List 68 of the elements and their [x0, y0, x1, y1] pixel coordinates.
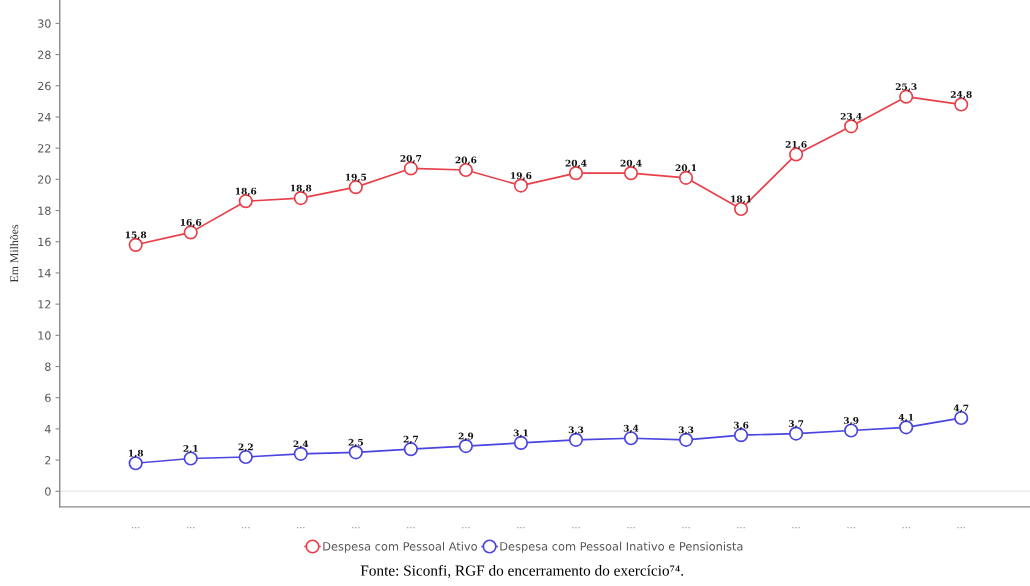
data-label: 16,6: [180, 218, 202, 228]
data-label: 3,1: [513, 429, 528, 438]
x-tick-label: ...: [572, 526, 580, 529]
x-tick-label: ...: [682, 526, 690, 529]
data-label: 2,9: [458, 432, 474, 441]
y-tick-label: 10: [38, 331, 51, 340]
y-tick-label: 16: [38, 237, 51, 247]
data-label: 20,4: [565, 159, 587, 168]
data-label: 1,8: [128, 449, 144, 458]
x-tick-label: ...: [517, 526, 525, 529]
data-label: 18,1: [731, 195, 752, 204]
x-tick-label: ...: [187, 526, 195, 529]
data-label: 3,9: [843, 417, 859, 426]
y-tick-label: 14: [38, 269, 51, 278]
y-tick-label: 4: [44, 425, 51, 434]
data-label: 3,3: [678, 426, 694, 435]
y-tick-label: 24: [38, 112, 51, 122]
y-tick-label: 20: [38, 175, 51, 184]
source-note: Fonte: Siconfi, RGF do encerramento do exercício⁷⁴.: [360, 564, 684, 578]
data-label: 20,4: [620, 159, 642, 168]
data-label: 15,8: [125, 231, 147, 240]
y-tick-label: 2: [45, 456, 51, 465]
y-tick-label: 0: [45, 487, 51, 496]
data-label: 3,3: [568, 426, 584, 435]
data-label: 3,4: [623, 424, 639, 434]
data-label: 19,6: [511, 172, 532, 181]
data-label: 24,8: [950, 91, 972, 100]
y-tick-label: 30: [38, 19, 51, 28]
data-label: 2,7: [403, 435, 418, 444]
data-label: 2,4: [293, 440, 309, 449]
y-axis-title: Em Milhões: [9, 224, 19, 283]
data-label: 19,5: [345, 173, 367, 182]
y-tick-label: 8: [45, 362, 51, 371]
y-tick-label: 12: [38, 300, 51, 309]
x-tick-label: ...: [627, 526, 635, 529]
x-tick-label: ...: [902, 526, 910, 529]
x-tick-label: ...: [352, 526, 360, 529]
data-label: 18,8: [290, 184, 312, 193]
y-tick-label: 22: [38, 144, 51, 153]
y-tick-label: 18: [38, 206, 51, 215]
x-tick-label: ...: [792, 526, 800, 529]
x-tick-label: ...: [737, 526, 745, 529]
data-label: 3,6: [733, 421, 749, 430]
data-label: 4,1: [898, 413, 914, 423]
x-tick-label: ...: [407, 526, 415, 529]
x-tick-label: ...: [462, 526, 470, 529]
data-label: 2,2: [238, 443, 253, 452]
legend-label: Despesa com Pessoal Ativo: [323, 541, 478, 553]
data-label: 2,5: [348, 438, 363, 448]
x-tick-label: ...: [297, 526, 305, 529]
data-label: 25,3: [895, 83, 917, 92]
x-tick-label: ...: [847, 526, 855, 529]
data-label: 3,7: [788, 420, 804, 429]
x-tick-label: ...: [957, 526, 965, 529]
data-label: 23,4: [840, 112, 862, 122]
x-tick-label: ...: [242, 526, 250, 529]
y-tick-label: 6: [45, 393, 51, 403]
y-tick-label: 26: [38, 81, 51, 91]
data-label: 18,6: [235, 187, 257, 196]
data-label: 21,6: [785, 140, 807, 150]
data-label: 20,1: [675, 164, 697, 173]
data-label: 4,7: [953, 404, 969, 413]
data-label: 20,6: [455, 156, 477, 165]
legend-label: Despesa com Pessoal Inativo e Pensionista: [500, 541, 743, 553]
data-label: 2,1: [183, 445, 198, 454]
x-tick-label: ...: [132, 526, 140, 529]
y-tick-label: 28: [38, 50, 51, 59]
data-label: 20,7: [400, 155, 422, 164]
